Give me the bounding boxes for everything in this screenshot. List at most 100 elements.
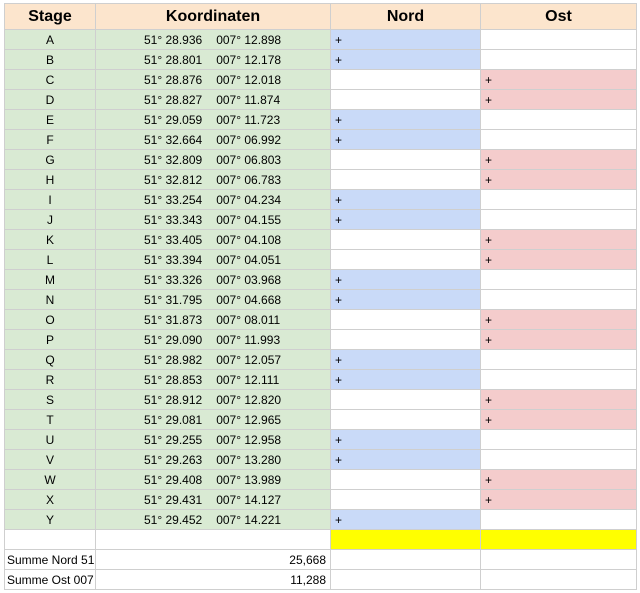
nord-cell	[330, 309, 481, 330]
longitude: 007° 08.011	[216, 312, 281, 327]
cell	[330, 549, 481, 570]
nord-cell	[330, 149, 481, 170]
stage-cell: X	[4, 489, 96, 510]
ost-cell	[480, 49, 637, 70]
coord-cell: 51° 29.431 007° 14.127	[95, 489, 331, 510]
nord-cell	[330, 489, 481, 510]
cell	[95, 529, 331, 550]
nord-cell: +	[330, 29, 481, 50]
stage-cell: O	[4, 309, 96, 330]
coord-cell: 51° 33.326 007° 03.968	[95, 269, 331, 290]
sheet: Stage Koordinaten Nord Ost A 51° 28.936 00…	[4, 3, 637, 590]
coord-cell: 51° 29.059 007° 11.723	[95, 109, 331, 130]
stage-cell: B	[4, 49, 96, 70]
summary-row: Summe Ost 007 11,288	[4, 569, 637, 590]
stage-cell: W	[4, 469, 96, 490]
coord-cell: 51° 31.873 007° 08.011	[95, 309, 331, 330]
cell	[480, 569, 637, 590]
coord-cell: 51° 28.827 007° 11.874	[95, 89, 331, 110]
longitude: 007° 04.155	[216, 212, 282, 227]
coord-cell: 51° 28.982 007° 12.057	[95, 349, 331, 370]
latitude: 51° 33.254	[144, 192, 203, 207]
latitude: 51° 28.912	[144, 392, 203, 407]
nord-cell	[330, 389, 481, 410]
cell	[480, 549, 637, 570]
coord-cell: 51° 32.809 007° 06.803	[95, 149, 331, 170]
latitude: 51° 28.827	[144, 92, 203, 107]
row: K 51° 33.405 007° 04.108 +	[4, 229, 637, 250]
stage-cell: H	[4, 169, 96, 190]
longitude: 007° 04.108	[216, 232, 282, 247]
longitude: 007° 13.280	[216, 452, 282, 467]
stage-cell: N	[4, 289, 96, 310]
latitude: 51° 29.059	[144, 112, 203, 127]
latitude: 51° 28.936	[144, 32, 203, 47]
coord-cell: 51° 28.801 007° 12.178	[95, 49, 331, 70]
header-cell: Stage	[4, 3, 96, 30]
latitude: 51° 32.809	[144, 152, 203, 167]
longitude: 007° 13.989	[216, 472, 282, 487]
nord-cell: +	[330, 209, 481, 230]
summary-row: Summe Nord 51 25,668	[4, 549, 637, 570]
coord-cell: 51° 29.090 007° 11.993	[95, 329, 331, 350]
nord-cell	[330, 89, 481, 110]
nord-cell: +	[330, 109, 481, 130]
ost-cell	[480, 109, 637, 130]
stage-cell: D	[4, 89, 96, 110]
nord-cell: +	[330, 189, 481, 210]
longitude: 007° 12.965	[216, 412, 282, 427]
longitude: 007° 14.221	[216, 512, 282, 527]
sheet-body: A 51° 28.936 007° 12.898 + B 51° 28.801 007° 1…	[4, 29, 637, 590]
coord-cell: 51° 32.812 007° 06.783	[95, 169, 331, 190]
longitude: 007° 12.958	[216, 432, 282, 447]
ost-cell	[480, 369, 637, 390]
latitude: 51° 32.664	[144, 132, 203, 147]
longitude: 007° 11.874	[216, 92, 281, 107]
row: H 51° 32.812 007° 06.783 +	[4, 169, 637, 190]
stage-cell: U	[4, 429, 96, 450]
header-cell: Koordinaten	[95, 3, 331, 30]
stage-cell: I	[4, 189, 96, 210]
latitude: 51° 29.431	[144, 492, 203, 507]
latitude: 51° 28.801	[144, 52, 203, 67]
nord-cell	[330, 69, 481, 90]
nord-cell	[330, 169, 481, 190]
ost-cell	[480, 129, 637, 150]
nord-cell	[330, 249, 481, 270]
row: V 51° 29.263 007° 13.280 +	[4, 449, 637, 470]
ost-cell: +	[480, 389, 637, 410]
latitude: 51° 28.982	[144, 352, 203, 367]
row: O 51° 31.873 007° 08.011 +	[4, 309, 637, 330]
longitude: 007° 12.898	[216, 32, 282, 47]
latitude: 51° 29.081	[144, 412, 203, 427]
longitude: 007° 06.992	[216, 132, 282, 147]
ost-cell	[480, 449, 637, 470]
row: E 51° 29.059 007° 11.723 +	[4, 109, 637, 130]
longitude: 007° 03.968	[216, 272, 282, 287]
stage-cell: C	[4, 69, 96, 90]
latitude: 51° 28.853	[144, 372, 203, 387]
longitude: 007° 04.051	[216, 252, 282, 267]
header-row: Stage Koordinaten Nord Ost	[4, 3, 637, 30]
nord-cell: +	[330, 129, 481, 150]
ost-cell	[480, 189, 637, 210]
ost-cell	[480, 209, 637, 230]
row: X 51° 29.431 007° 14.127 +	[4, 489, 637, 510]
coord-cell: 51° 28.912 007° 12.820	[95, 389, 331, 410]
latitude: 51° 29.408	[144, 472, 203, 487]
longitude: 007° 11.993	[216, 332, 281, 347]
ost-cell: +	[480, 149, 637, 170]
ost-cell: +	[480, 309, 637, 330]
row: B 51° 28.801 007° 12.178 +	[4, 49, 637, 70]
ost-cell: +	[480, 229, 637, 250]
row: Y 51° 29.452 007° 14.221 +	[4, 509, 637, 530]
latitude: 51° 33.343	[144, 212, 203, 227]
row: C 51° 28.876 007° 12.018 +	[4, 69, 637, 90]
latitude: 51° 31.873	[144, 312, 203, 327]
stage-cell: S	[4, 389, 96, 410]
ost-cell	[480, 349, 637, 370]
nord-cell: +	[330, 289, 481, 310]
coord-cell: 51° 33.405 007° 04.108	[95, 229, 331, 250]
ost-cell	[480, 509, 637, 530]
row: Q 51° 28.982 007° 12.057 +	[4, 349, 637, 370]
